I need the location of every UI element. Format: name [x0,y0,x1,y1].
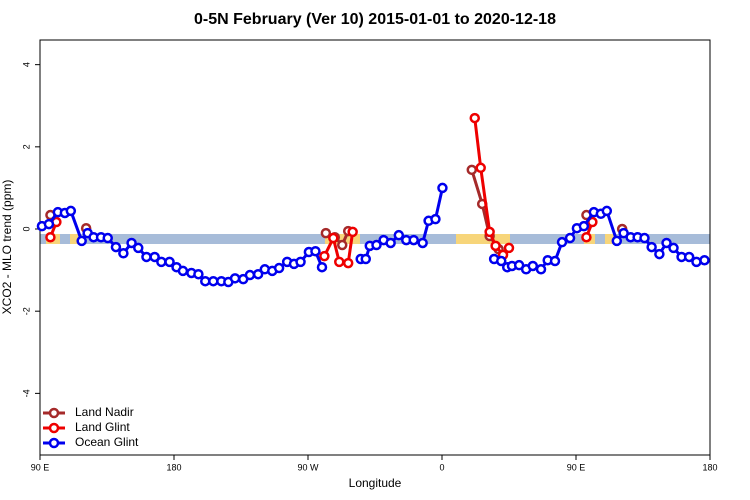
y-tick-label: 4 [21,62,31,67]
point [310,245,321,257]
legend-marker [48,407,60,419]
point [549,255,561,267]
point [43,218,55,230]
point [229,273,241,284]
point [535,264,547,275]
land-band [456,234,510,244]
x-tick-label: 90 E [567,462,586,472]
legend-label: Land Nadir [75,405,134,419]
point [328,232,339,244]
x-tick-label: 180 [166,462,181,472]
point [646,241,657,253]
x-axis-label: Longitude [349,476,402,490]
point [393,229,405,241]
legend-marker [48,422,60,434]
point [469,112,481,124]
point [164,256,175,268]
point [273,262,285,274]
point [683,251,695,263]
point [484,226,495,238]
point [466,164,478,176]
point [417,237,428,249]
y-tick-label: -2 [21,307,31,315]
point [110,241,122,253]
point [564,232,576,244]
point [320,227,332,239]
point [691,256,702,268]
point [408,234,419,246]
point [371,239,382,251]
y-tick-label: 0 [21,227,31,232]
land-band [325,234,360,244]
point [76,235,87,247]
ocean-band [40,234,710,244]
point [126,237,137,249]
point [430,213,441,225]
point [611,235,623,247]
point [65,205,77,217]
point [437,182,448,194]
point [319,250,330,262]
chart-title: 0-5N February (Ver 10) 2015-01-01 to 202… [194,11,556,28]
point [295,256,306,268]
point [556,236,568,248]
point [668,242,679,254]
point [496,255,507,267]
point [156,256,167,268]
point [699,254,710,266]
point [334,256,345,268]
legend-label: Ocean Glint [75,435,139,449]
point [252,268,264,280]
point [193,268,204,280]
point [385,237,396,249]
land-band [605,234,615,244]
legend-label: Land Glint [75,420,130,434]
point [475,162,486,174]
x-tick-label: 90 E [31,462,50,472]
point [661,237,672,249]
point [490,240,501,252]
point [601,205,613,217]
point [177,265,189,277]
x-tick-label: 180 [702,462,717,472]
point [244,269,256,281]
plot-frame [39,39,711,456]
point [133,242,144,254]
point [578,220,590,232]
point [527,260,539,272]
legend-marker [48,437,60,449]
point [654,248,665,260]
y-tick-label: -4 [21,389,31,397]
point [316,261,328,273]
point [45,231,56,243]
point [336,239,348,251]
point [102,232,113,244]
point [347,226,358,238]
x-tick-label: 0 [439,462,444,472]
point [141,251,152,263]
point [639,232,650,244]
point [118,248,129,259]
point [342,257,354,269]
point [581,231,592,243]
y-tick-label: 2 [21,144,31,149]
point [360,253,372,265]
land-band [70,234,80,244]
x-tick-label: 90 W [297,462,319,472]
point [503,242,515,254]
y-axis-label: XCO2 - MLO trend (ppm) [0,180,14,315]
point [149,251,160,263]
